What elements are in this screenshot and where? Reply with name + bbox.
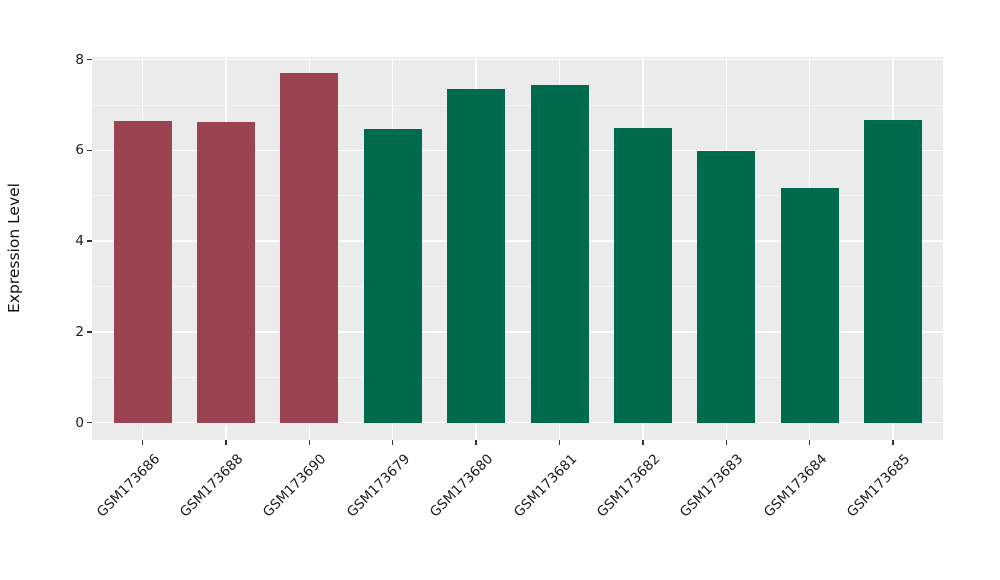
y-tick-label-0: 0: [75, 414, 84, 431]
bar-GSM173685: [864, 120, 923, 423]
bar-GSM173682: [613, 127, 672, 423]
x-tick-label-GSM173685: GSM173685: [843, 451, 914, 521]
x-tick-label-GSM173688: GSM173688: [176, 451, 247, 521]
x-tick-label-GSM173684: GSM173684: [760, 451, 831, 521]
x-tick-mark-GSM173680: [475, 440, 477, 445]
bar-GSM173684: [780, 187, 839, 423]
x-tick-mark-GSM173684: [808, 440, 811, 445]
bar-GSM173680: [447, 89, 506, 423]
x-tick-mark-GSM173683: [725, 440, 728, 445]
x-tick-mark-GSM173681: [558, 440, 561, 445]
x-tick-mark-GSM173686: [141, 440, 144, 445]
gridline-major-y8: [92, 58, 943, 61]
gridline-minor-y1: [92, 376, 943, 378]
y-tick-mark-0: [87, 421, 92, 424]
gridline-major-y2: [92, 331, 943, 333]
y-tick-mark-6: [87, 149, 92, 152]
gridline-major-y4: [92, 240, 943, 242]
plot-area: [92, 57, 943, 440]
bar-GSM173681: [530, 84, 589, 423]
x-tick-label-GSM173680: GSM173680: [426, 451, 497, 521]
bar-GSM173688: [196, 122, 255, 423]
gridline-major-y6: [92, 149, 943, 152]
x-tick-label-GSM173679: GSM173679: [343, 451, 414, 521]
x-tick-mark-GSM173688: [225, 440, 227, 445]
x-tick-mark-GSM173682: [642, 440, 644, 445]
x-tick-label-GSM173682: GSM173682: [593, 451, 664, 521]
bar-GSM173679: [363, 128, 422, 423]
x-tick-label-GSM173681: GSM173681: [510, 451, 580, 521]
x-tick-mark-GSM173690: [308, 440, 311, 445]
y-tick-label-6: 6: [75, 142, 84, 159]
y-tick-mark-4: [87, 240, 92, 242]
gridline-minor-y5: [92, 195, 943, 197]
y-tick-mark-2: [87, 331, 92, 333]
y-tick-label-4: 4: [75, 233, 84, 250]
y-tick-label-2: 2: [75, 323, 84, 340]
x-tick-label-GSM173683: GSM173683: [677, 451, 747, 521]
gridline-minor-y3: [92, 286, 943, 288]
y-tick-label-8: 8: [75, 51, 84, 68]
x-tick-mark-GSM173679: [391, 440, 394, 445]
bar-GSM173690: [280, 73, 339, 423]
gridline-major-y0: [92, 421, 943, 424]
x-tick-label-GSM173686: GSM173686: [93, 451, 163, 521]
y-tick-mark-8: [87, 58, 92, 61]
bar-GSM173686: [113, 121, 172, 423]
x-tick-label-GSM173690: GSM173690: [260, 451, 330, 521]
gridline-minor-y7: [92, 104, 943, 106]
x-tick-mark-GSM173685: [892, 440, 894, 445]
bar-GSM173683: [697, 150, 756, 423]
